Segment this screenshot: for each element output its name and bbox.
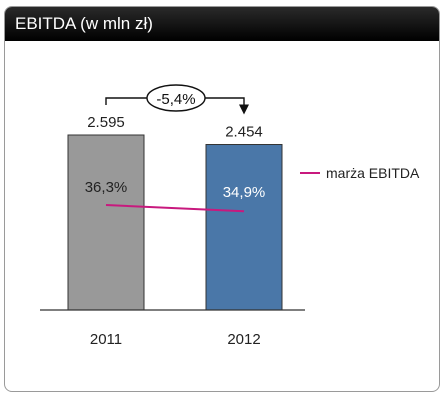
bar-2011 — [67, 134, 145, 311]
margin-label-2011: 36,3% — [85, 179, 128, 196]
margin-line — [105, 204, 245, 213]
bar-value-label-2012: 2.454 — [225, 124, 263, 141]
change-oval — [146, 84, 206, 112]
bar-value-label-2011: 2.595 — [87, 114, 125, 131]
legend-label: marża EBITDA — [326, 165, 420, 181]
chart-title: EBITDA (w mln zł) — [15, 14, 153, 33]
change-label: -5,4% — [156, 91, 195, 108]
margin-label-2012: 34,9% — [223, 184, 266, 201]
x-tick-label-2011: 2011 — [90, 331, 122, 348]
bar-2012 — [205, 144, 283, 311]
chart-header: EBITDA (w mln zł) — [5, 7, 439, 41]
arrow-down-icon — [239, 104, 249, 115]
x-tick-label-2012: 2012 — [227, 331, 260, 348]
